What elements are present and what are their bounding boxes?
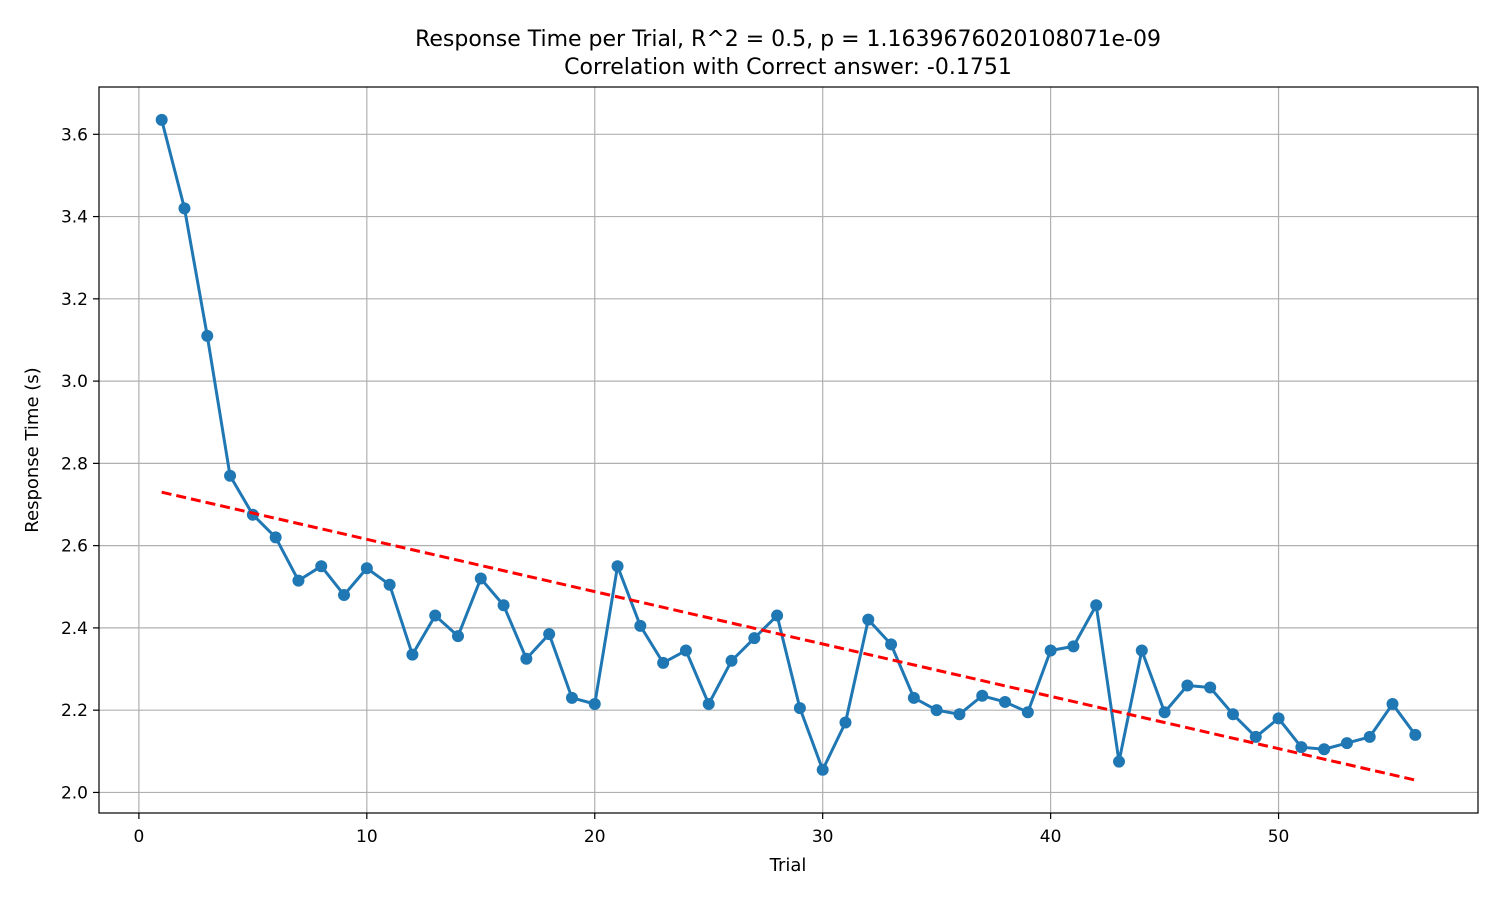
x-tick-label: 50 (1268, 827, 1290, 847)
response-time-point (269, 531, 282, 544)
x-tick-label: 30 (812, 827, 834, 847)
response-time-point (611, 560, 624, 573)
response-time-point (360, 562, 373, 575)
y-tick-label: 2.8 (61, 454, 88, 474)
y-tick-label: 3.4 (61, 208, 88, 228)
response-time-point (1113, 755, 1126, 768)
response-time-point (201, 329, 214, 342)
response-time-point (907, 691, 920, 704)
response-time-point (338, 588, 351, 601)
response-time-point (1272, 712, 1285, 725)
response-time-point (315, 560, 328, 573)
response-time-point (520, 652, 533, 665)
y-tick-label: 3.2 (61, 290, 88, 310)
x-tick-label: 0 (133, 827, 144, 847)
x-tick-label: 10 (356, 827, 378, 847)
response-time-point (1090, 599, 1103, 612)
plot-series (155, 113, 1422, 782)
y-tick-label: 3.0 (61, 372, 88, 392)
response-time-point (178, 202, 191, 215)
response-time-point (1135, 644, 1148, 657)
chart-subtitle: Correlation with Correct answer: -0.1751 (564, 55, 1012, 80)
plot-frame (98, 86, 1479, 814)
y-tick-label: 2.4 (61, 619, 88, 639)
response-time-point (1181, 679, 1194, 692)
response-time-point (976, 689, 989, 702)
grid (99, 87, 1478, 813)
response-time-point (451, 630, 464, 643)
response-time-point (679, 644, 692, 657)
response-time-point (406, 648, 419, 661)
response-time-point (1067, 640, 1080, 653)
y-tick-label: 2.6 (61, 537, 88, 557)
response-time-point (155, 113, 168, 126)
y-axis-label: Response Time (s) (22, 367, 43, 532)
response-time-point (497, 599, 510, 612)
x-tick-label: 40 (1040, 827, 1062, 847)
response-time-point (1158, 706, 1171, 719)
response-time-point (565, 691, 578, 704)
response-time-point (930, 704, 943, 717)
response-time-point (953, 708, 966, 721)
response-time-point (1318, 743, 1331, 756)
x-tick-label: 20 (584, 827, 606, 847)
response-time-point (793, 702, 806, 715)
response-time-point (383, 578, 396, 591)
response-time-point (1409, 728, 1422, 741)
response-time-point (771, 609, 784, 622)
response-time-point (816, 763, 829, 776)
chart-title: Response Time per Trial, R^2 = 0.5, p = … (415, 27, 1161, 52)
trend-line (161, 490, 1416, 782)
response-time-point (748, 632, 761, 645)
response-time-point (999, 695, 1012, 708)
response-time-point (474, 572, 487, 585)
response-time-point (634, 619, 647, 632)
response-time-point (543, 628, 556, 641)
response-time-point (224, 469, 237, 482)
response-time-point (1044, 644, 1057, 657)
response-time-point (885, 638, 898, 651)
y-tick-label: 2.2 (61, 701, 88, 721)
response-time-point (1204, 681, 1217, 694)
response-time-point (1226, 708, 1239, 721)
response-time-point (657, 656, 670, 669)
response-time-point (1021, 706, 1034, 719)
y-tick-label: 3.6 (61, 125, 88, 145)
response-time-point (292, 574, 305, 587)
y-tick-label: 2.0 (61, 783, 88, 803)
response-time-point (1340, 737, 1353, 750)
response-time-point (1295, 741, 1308, 754)
response-time-point (1249, 730, 1262, 743)
response-time-point (1363, 730, 1376, 743)
response-time-point (1386, 697, 1399, 710)
x-axis-label: Trial (769, 855, 807, 876)
response-time-point (725, 654, 738, 667)
axis-ticks: 0 10 20 30 40 50 2.0 2.2 2.4 2.6 2.8 3.0 3.2 3.4 3.6 (61, 125, 1289, 847)
response-time-point (839, 716, 852, 729)
response-time-point (862, 613, 875, 626)
response-time-point (429, 609, 442, 622)
response-time-point (588, 697, 601, 710)
response-time-point (702, 697, 715, 710)
